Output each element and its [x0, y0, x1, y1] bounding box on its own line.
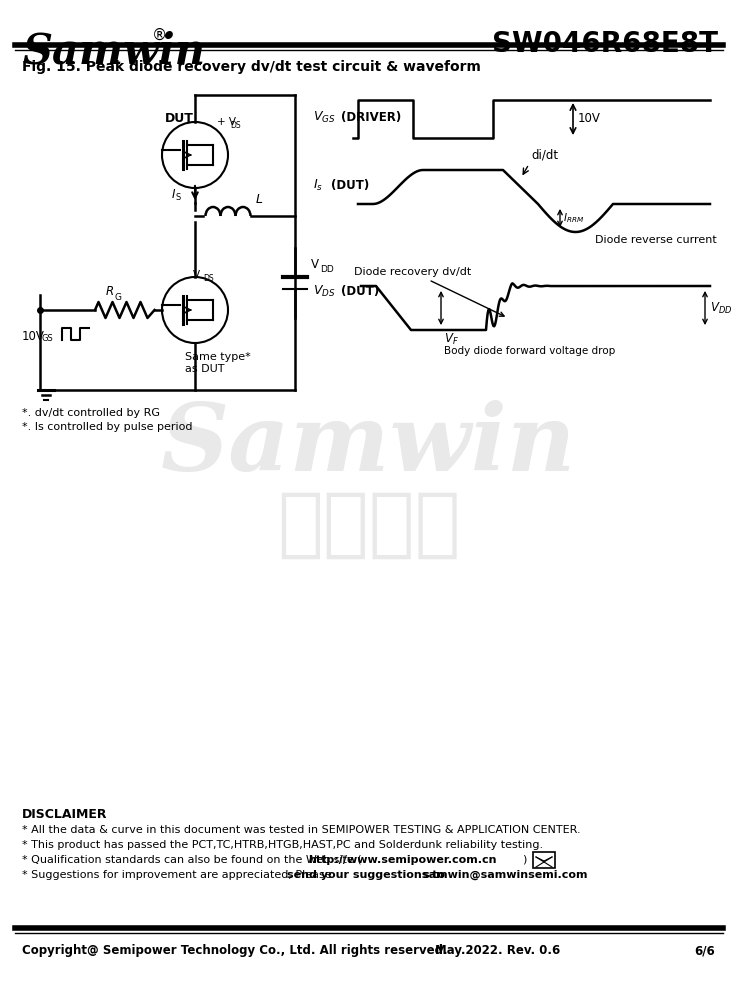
- Text: ®: ®: [152, 28, 168, 43]
- Text: Fig. 15. Peak diode recovery dv/dt test circuit & waveform: Fig. 15. Peak diode recovery dv/dt test …: [22, 60, 481, 74]
- Text: R: R: [106, 285, 114, 298]
- Text: $V_{DD}$: $V_{DD}$: [710, 300, 732, 316]
- Text: + V: + V: [217, 117, 236, 127]
- Text: Body diode forward voltage drop: Body diode forward voltage drop: [444, 346, 615, 356]
- Text: DISCLAIMER: DISCLAIMER: [22, 808, 108, 821]
- Text: May.2022. Rev. 0.6: May.2022. Rev. 0.6: [435, 944, 560, 957]
- Text: I: I: [171, 188, 175, 200]
- Text: $V_F$: $V_F$: [444, 332, 459, 347]
- Text: $V_{GS}$: $V_{GS}$: [313, 109, 336, 125]
- Text: * Suggestions for improvement are appreciated, Please: * Suggestions for improvement are apprec…: [22, 870, 335, 880]
- Text: 10V: 10V: [22, 330, 45, 343]
- Text: SW046R68E8T: SW046R68E8T: [492, 30, 718, 58]
- Text: V: V: [311, 258, 319, 271]
- Text: Samwin: Samwin: [161, 400, 577, 490]
- Text: GS: GS: [42, 334, 54, 343]
- Text: DS: DS: [203, 274, 213, 283]
- Text: S: S: [176, 194, 181, 202]
- Text: Diode recovery dv/dt: Diode recovery dv/dt: [354, 267, 504, 316]
- Text: (DUT): (DUT): [331, 178, 369, 192]
- Text: samwin@samwinsemi.com: samwin@samwinsemi.com: [422, 870, 587, 880]
- Text: (DRIVER): (DRIVER): [341, 110, 401, 123]
- Text: L: L: [256, 193, 263, 206]
- Text: http://www.semipower.com.cn: http://www.semipower.com.cn: [308, 855, 497, 865]
- Text: (DUT): (DUT): [341, 284, 379, 298]
- Text: G: G: [114, 293, 122, 302]
- Text: $I_s$: $I_s$: [313, 177, 323, 193]
- Text: V: V: [193, 270, 200, 280]
- Text: 10V: 10V: [578, 112, 601, 125]
- Text: DS: DS: [230, 121, 241, 130]
- Text: as DUT: as DUT: [185, 364, 224, 374]
- Text: Copyright@ Semipower Technology Co., Ltd. All rights reserved.: Copyright@ Semipower Technology Co., Ltd…: [22, 944, 448, 957]
- Text: * This product has passed the PCT,TC,HTRB,HTGB,HAST,PC and Solderdunk reliabilit: * This product has passed the PCT,TC,HTR…: [22, 840, 543, 850]
- Text: ): ): [522, 855, 526, 865]
- Text: 6/6: 6/6: [694, 944, 715, 957]
- Text: *. Is controlled by pulse period: *. Is controlled by pulse period: [22, 422, 193, 432]
- Text: Samwin: Samwin: [22, 30, 205, 72]
- Text: 内部保密: 内部保密: [277, 488, 461, 562]
- Text: * Qualification standards can also be found on the Web site (: * Qualification standards can also be fo…: [22, 855, 362, 865]
- Text: *. dv/dt controlled by RG: *. dv/dt controlled by RG: [22, 408, 160, 418]
- Text: send your suggestions to: send your suggestions to: [287, 870, 449, 880]
- Text: * All the data & curve in this document was tested in SEMIPOWER TESTING & APPLIC: * All the data & curve in this document …: [22, 825, 581, 835]
- Text: $I_{RRM}$: $I_{RRM}$: [563, 211, 584, 225]
- Text: Same type*: Same type*: [185, 352, 251, 362]
- Text: DUT: DUT: [165, 112, 194, 125]
- Text: di/dt: di/dt: [531, 149, 558, 162]
- Text: Diode reverse current: Diode reverse current: [595, 235, 717, 245]
- Text: $V_{DS}$: $V_{DS}$: [313, 283, 336, 299]
- Text: DD: DD: [320, 264, 334, 273]
